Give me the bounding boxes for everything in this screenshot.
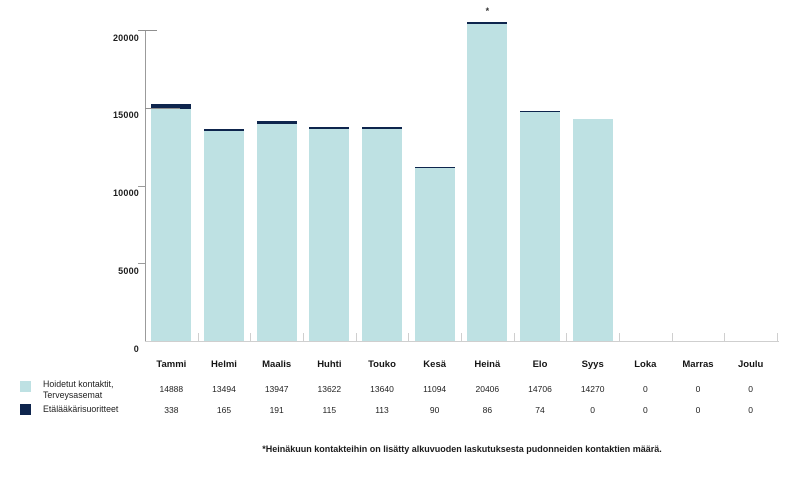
cell-etalaakari-touko: 113 (375, 405, 389, 415)
x-axis-tick-2 (250, 333, 252, 341)
cell-hoidetut-joulu: 0 (748, 384, 754, 394)
annotation-asterisk-heina: * (485, 6, 490, 16)
month-label-marras: Marras (682, 359, 714, 370)
cell-etalaakari-maalis: 191 (269, 405, 284, 415)
x-axis-tick-10 (671, 333, 673, 341)
cell-etalaakari-syys: 0 (590, 405, 596, 415)
cell-hoidetut-marras: 0 (695, 384, 701, 394)
y-tick-10000 (138, 185, 145, 187)
bar-kesa-etalaakari (414, 166, 455, 169)
month-label-helmi: Helmi (211, 359, 237, 370)
x-axis-tick-4 (355, 333, 357, 341)
bar-touko-etalaakari (362, 127, 402, 129)
legend-label-hoidetut-line2: Terveysasemat (43, 390, 103, 400)
month-label-heina: Heinä (474, 359, 501, 370)
x-axis-tick-7 (513, 333, 515, 341)
cell-hoidetut-heina: 20406 (475, 384, 500, 394)
cell-etalaakari-marras: 0 (695, 405, 701, 415)
month-label-tammi: Tammi (156, 359, 187, 370)
month-label-kesa: Kesä (423, 359, 447, 370)
chart-footnote: *Heinäkuun kontakteihin on lisätty alkuv… (262, 444, 662, 454)
cell-etalaakari-heina: 86 (482, 405, 493, 415)
legend-label-etalaakari: Etälääkärisuoritteet (43, 404, 119, 414)
legend-swatch-etalaakari (20, 404, 31, 415)
cell-hoidetut-touko: 13640 (370, 384, 394, 394)
month-label-syys: Syys (581, 359, 604, 370)
x-axis-tick-6 (461, 333, 462, 341)
cell-hoidetut-huhti: 13622 (317, 384, 342, 394)
cell-etalaakari-kesa: 90 (429, 405, 440, 415)
bar-elo-hoidetut (520, 112, 560, 341)
cell-etalaakari-joulu: 0 (748, 405, 754, 415)
bar-tammi-etalaakari (151, 104, 192, 110)
cell-etalaakari-helmi: 165 (216, 405, 232, 415)
cell-hoidetut-loka: 0 (642, 384, 648, 394)
bar-helmi-hoidetut (204, 131, 244, 341)
cell-etalaakari-elo: 74 (535, 405, 545, 415)
bar-touko-hoidetut (362, 128, 402, 341)
y-tick-label-20000: 20000 (112, 32, 139, 43)
month-label-touko: Touko (368, 359, 396, 370)
x-axis-tick-12 (777, 333, 778, 341)
y-tick-5000 (138, 263, 145, 265)
bar-maalis-etalaakari (256, 121, 297, 125)
y-tick-label-10000: 10000 (112, 188, 139, 198)
cell-etalaakari-loka: 0 (642, 405, 648, 415)
bar-heina-etalaakari (467, 22, 508, 24)
y-tick-label-0: 0 (133, 343, 139, 354)
bar-huhti-etalaakari (309, 127, 350, 130)
cell-etalaakari-tammi: 338 (164, 405, 179, 415)
cell-hoidetut-elo: 14706 (528, 384, 552, 394)
month-label-loka: Loka (634, 359, 657, 370)
month-label-huhti: Huhti (317, 359, 342, 370)
bar-elo-etalaakari (520, 110, 560, 113)
y-tick-label-5000: 5000 (118, 265, 139, 276)
x-axis-tick-9 (619, 333, 620, 341)
month-label-elo: Elo (532, 359, 548, 370)
month-label-maalis: Maalis (262, 359, 292, 370)
x-axis-tick-5 (408, 333, 410, 341)
x-axis-tick-8 (566, 333, 568, 341)
y-tick-stub-15000 (145, 107, 180, 109)
cell-hoidetut-tammi: 14888 (159, 384, 184, 394)
cell-etalaakari-huhti: 115 (322, 405, 337, 415)
y-axis-line (145, 30, 146, 341)
bar-heina-hoidetut (467, 23, 508, 341)
y-tick-stub-20000 (138, 30, 157, 31)
y-tick-label-15000: 15000 (112, 110, 139, 121)
bar-maalis-hoidetut (256, 124, 297, 341)
legend-label-hoidetut: Hoidetut kontaktit, Terveysasemat (43, 379, 193, 401)
month-label-joulu: Joulu (737, 359, 764, 370)
x-axis-tick-1 (197, 333, 199, 341)
cell-hoidetut-syys: 14270 (580, 384, 605, 394)
x-axis-tick-3 (303, 333, 304, 341)
bar-helmi-etalaakari (204, 128, 244, 132)
bar-syys-hoidetut (572, 119, 613, 341)
legend-swatch-hoidetut (20, 381, 31, 392)
cell-hoidetut-kesa: 11094 (423, 384, 447, 394)
x-axis-line (145, 341, 779, 342)
bar-kesa-hoidetut (414, 168, 455, 341)
bar-tammi-hoidetut (151, 109, 192, 341)
x-axis-tick-11 (724, 333, 726, 341)
cell-hoidetut-maalis: 13947 (264, 384, 289, 394)
legend-label-hoidetut-line1: Hoidetut kontaktit, (43, 379, 114, 389)
bar-huhti-hoidetut (309, 129, 350, 341)
cell-hoidetut-helmi: 13494 (212, 384, 236, 394)
